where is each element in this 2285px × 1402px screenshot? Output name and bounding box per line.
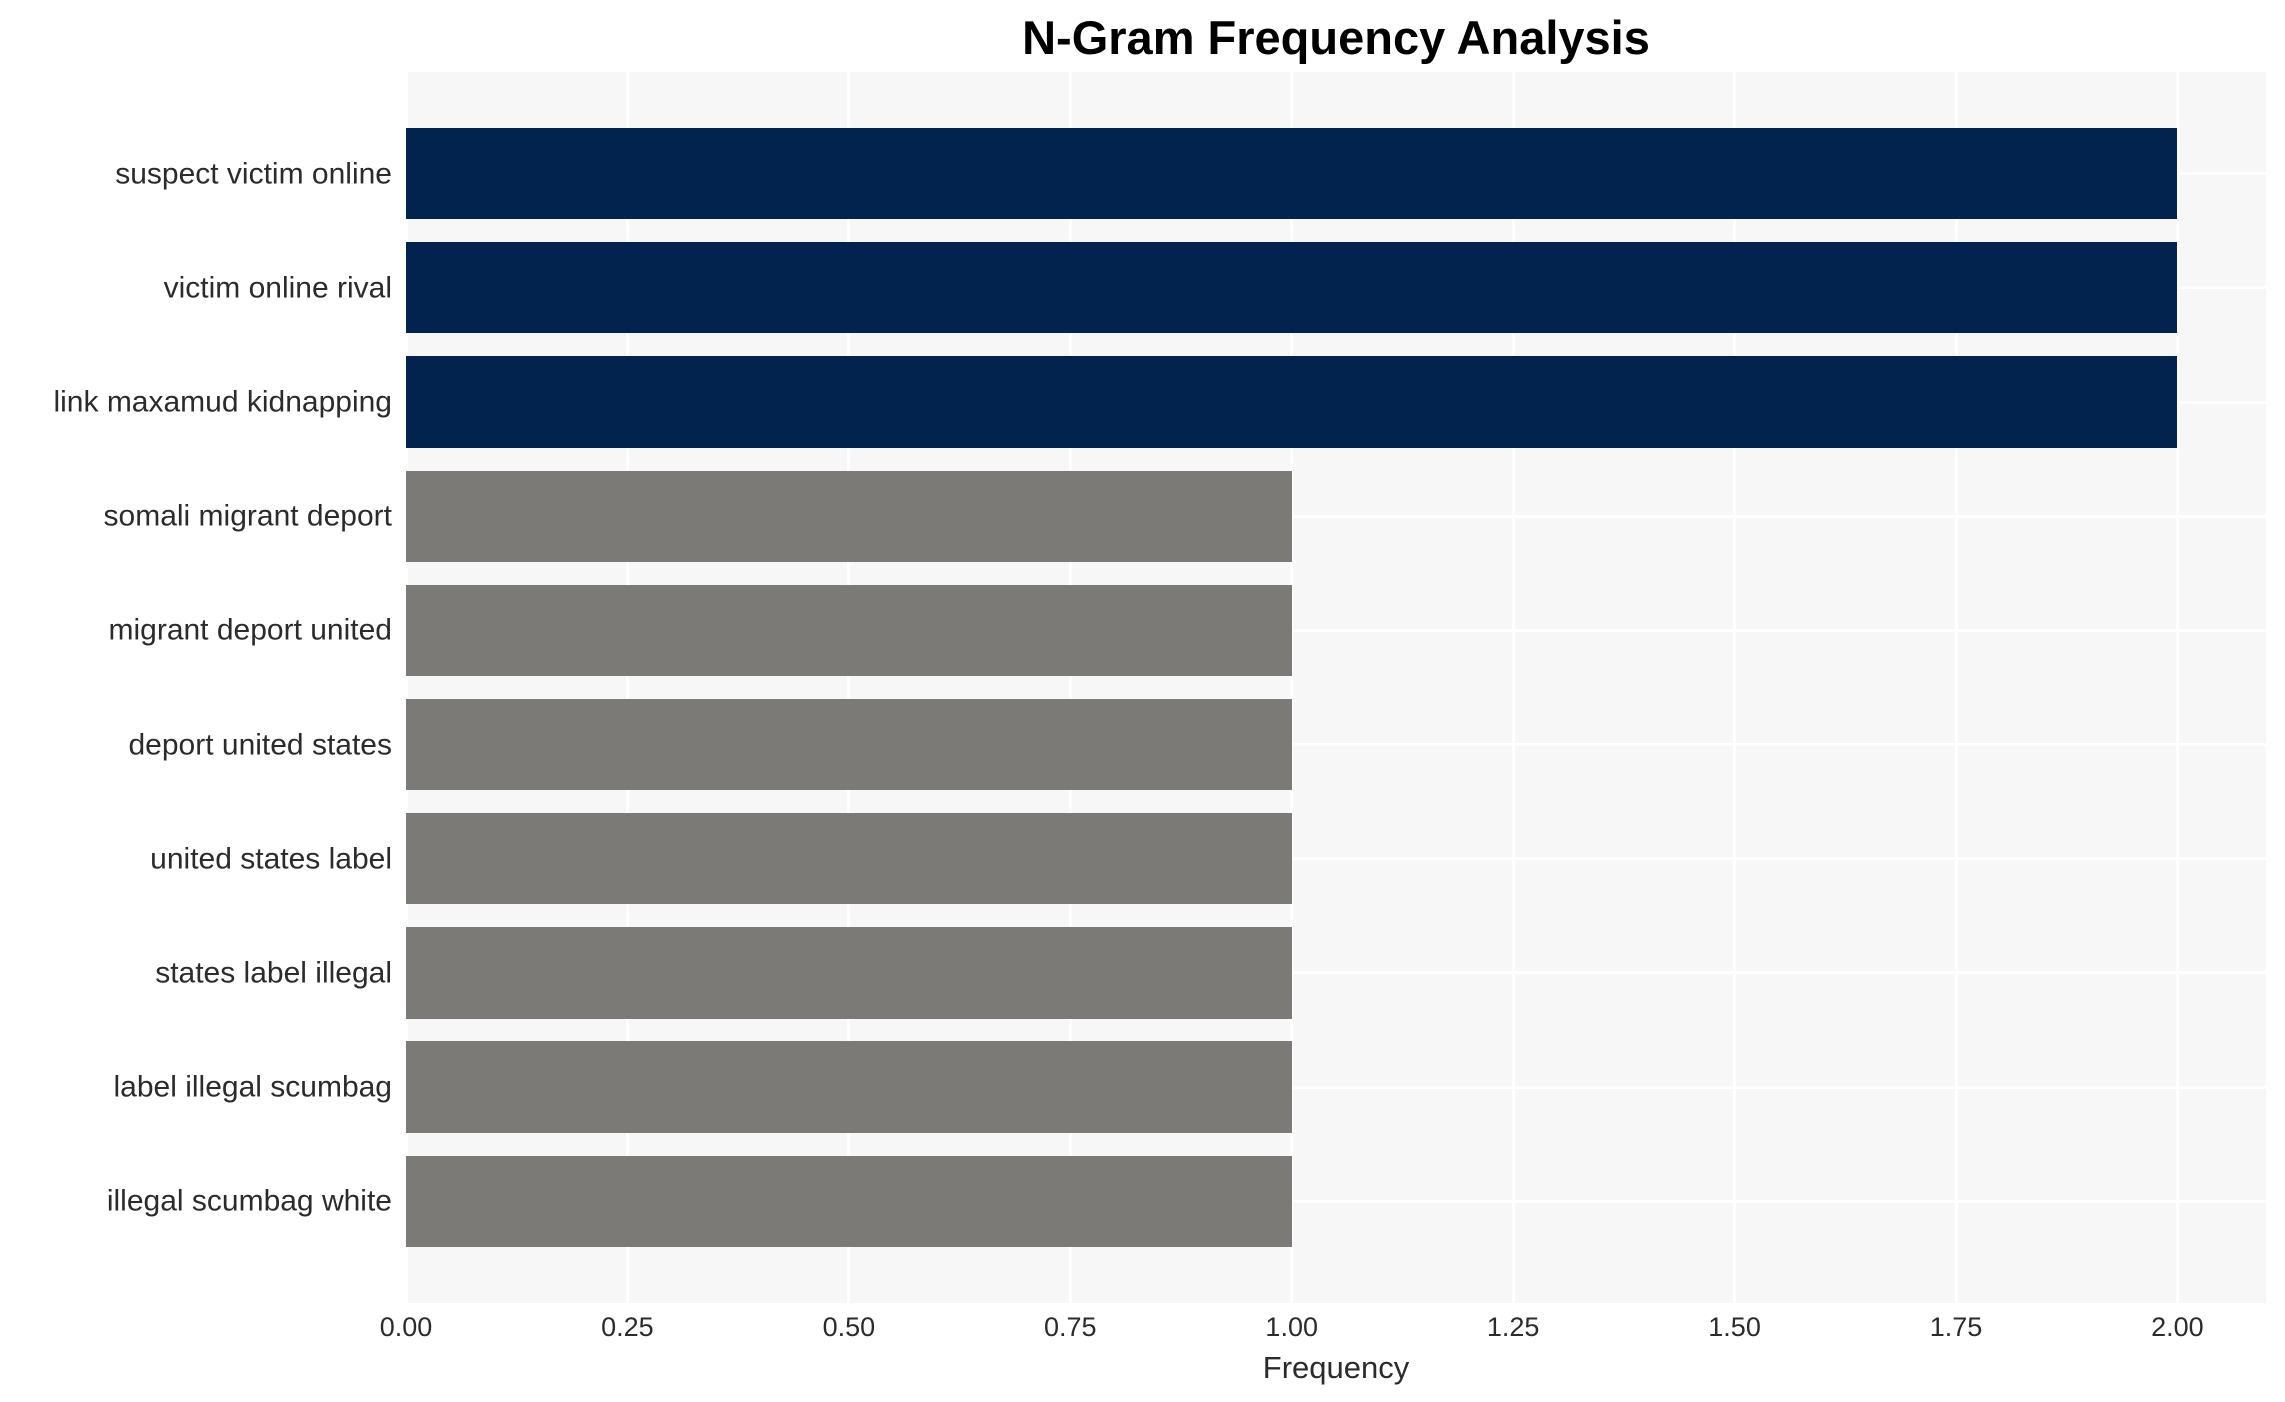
bar-suspect-victim-online — [406, 127, 2178, 220]
y-tick-label: united states label — [150, 842, 392, 876]
y-tick-label: somali migrant deport — [103, 499, 392, 533]
x-tick-label: 1.25 — [1486, 1312, 1540, 1342]
vertical-gridline — [1068, 72, 1072, 1303]
bar-label-illegal-scumbag — [406, 1041, 1292, 1133]
y-tick-label: deport united states — [128, 728, 392, 762]
horizontal-gridline — [406, 971, 2266, 975]
x-tick-label: 2.00 — [2151, 1312, 2204, 1342]
y-tick-label: states label illegal — [155, 956, 392, 990]
y-tick-label: victim online rival — [163, 271, 392, 305]
vertical-gridline — [1733, 72, 1737, 1303]
horizontal-gridline — [406, 1085, 2266, 1089]
vertical-gridline — [406, 72, 408, 1303]
y-axis: suspect victim online victim online rival… — [0, 72, 392, 1303]
plot-area — [406, 72, 2266, 1303]
bar-united-states-label — [406, 813, 1292, 905]
x-tick-label: 1.75 — [1929, 1312, 1983, 1342]
chart-title: N-Gram Frequency Analysis — [1022, 11, 1650, 64]
y-tick-label: suspect victim online — [115, 157, 392, 191]
x-tick-label: 1.00 — [1265, 1312, 1318, 1342]
vertical-gridline — [625, 72, 629, 1303]
horizontal-gridline — [406, 628, 2266, 632]
x-tick-label: 1.50 — [1708, 1312, 1761, 1342]
y-tick-label: illegal scumbag white — [106, 1184, 392, 1218]
vertical-gridline — [1954, 72, 1958, 1303]
y-tick-label: link maxamud kidnapping — [53, 385, 392, 419]
vertical-gridline — [2175, 72, 2179, 1303]
bar-somali-migrant-deport — [406, 470, 1292, 562]
bar-victim-online-rival — [406, 242, 2178, 334]
x-tick-label: 0.50 — [822, 1312, 876, 1342]
x-tick-label: 0.00 — [379, 1312, 433, 1342]
vertical-gridline — [1511, 72, 1515, 1303]
y-tick-label: migrant deport united — [108, 613, 392, 647]
horizontal-gridline — [406, 1199, 2266, 1203]
horizontal-gridline — [406, 743, 2266, 747]
x-axis: 0.00 0.25 0.50 0.75 1.00 1.25 1.50 1.75 2.00 — [380, 1312, 2266, 1349]
x-tick-label: 0.25 — [601, 1312, 654, 1342]
bar-illegal-scumbag-white — [406, 1155, 1292, 1248]
bar-migrant-deport-united — [406, 584, 1292, 677]
bar-link-maxamud-kidnapping — [406, 356, 2178, 448]
x-tick-label: 0.75 — [1044, 1312, 1097, 1342]
x-axis-title: Frequency — [1262, 1350, 1410, 1385]
horizontal-gridline — [406, 857, 2266, 861]
vertical-gridline — [1290, 72, 1294, 1303]
bar-states-label-illegal — [406, 927, 1292, 1019]
vertical-gridline — [847, 72, 851, 1303]
y-tick-label: label illegal scumbag — [113, 1070, 393, 1104]
horizontal-gridline — [406, 514, 2266, 518]
bar-deport-united-states — [406, 698, 1292, 791]
